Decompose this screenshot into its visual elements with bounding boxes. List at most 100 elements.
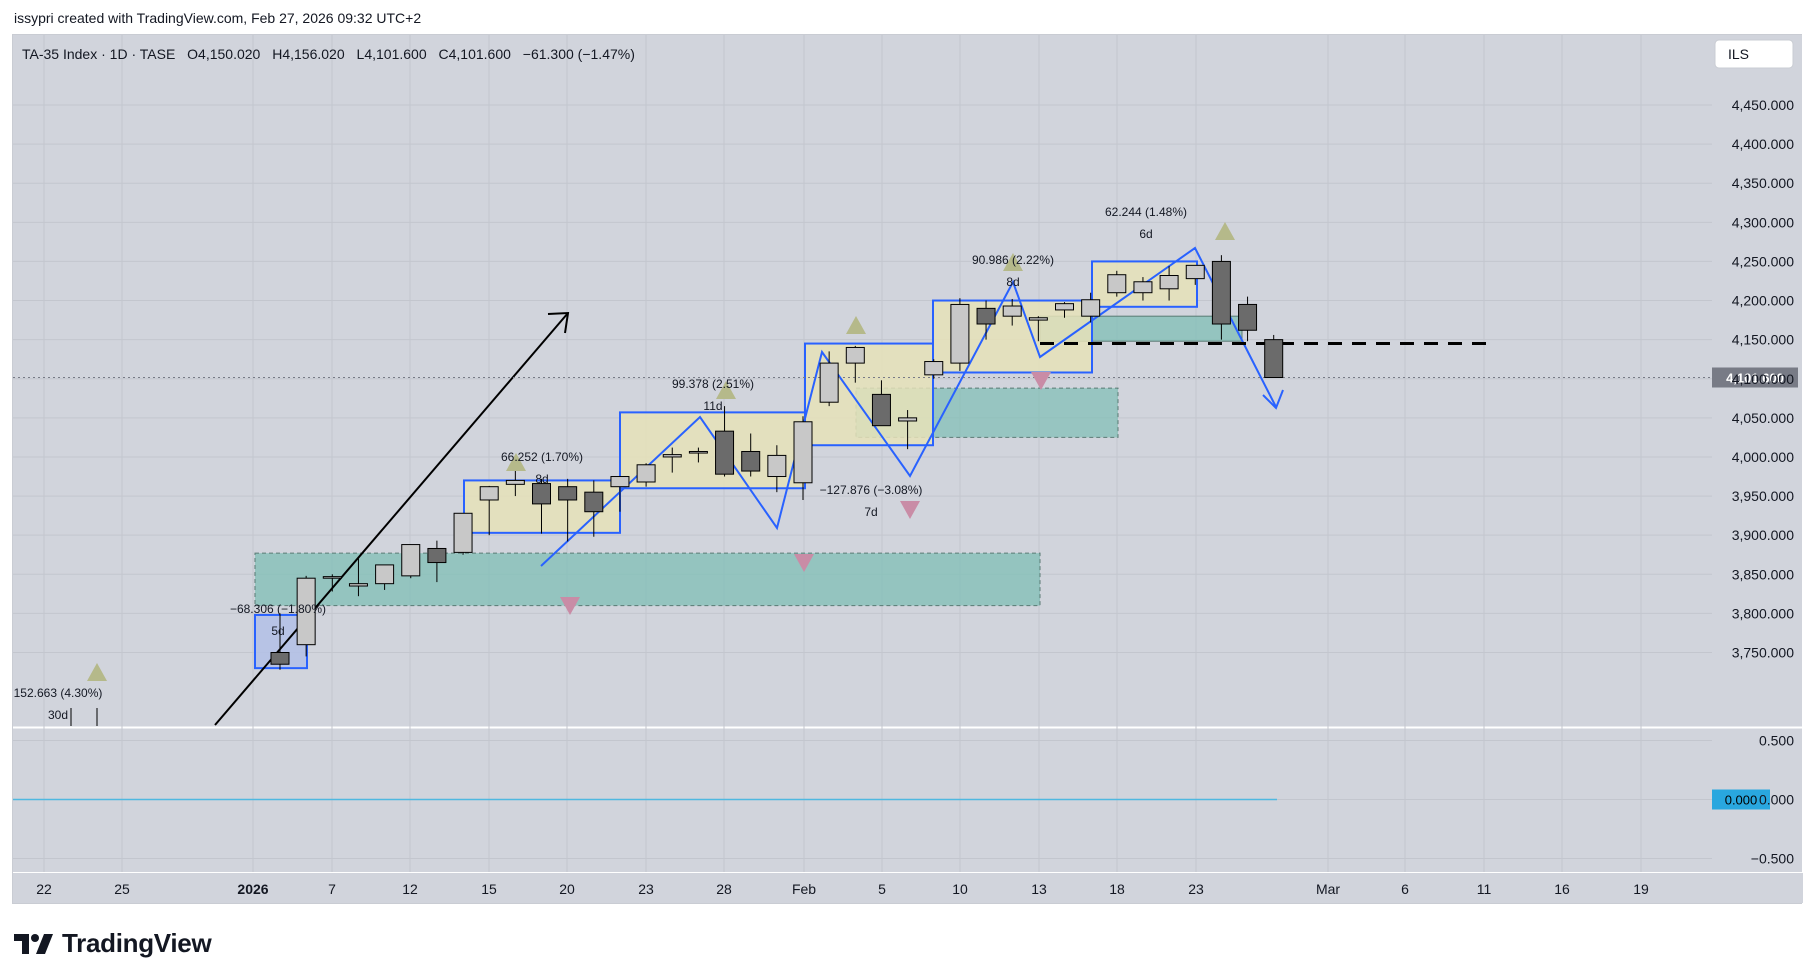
time-tick: 19	[1633, 881, 1649, 897]
time-tick: 15	[481, 881, 497, 897]
candle-body	[558, 486, 578, 501]
demand-zone	[254, 552, 1041, 607]
price-tick: 4,400.000	[1732, 136, 1794, 152]
candle-body	[741, 450, 761, 472]
candle	[1055, 302, 1074, 318]
candle-body	[688, 450, 708, 454]
osc-tick: −0.500	[1751, 851, 1794, 867]
measure-label: 66.252 (1.70%)	[501, 450, 583, 464]
time-tick: 11	[1477, 881, 1492, 897]
candle	[1107, 270, 1127, 297]
oscillator-badge	[1712, 789, 1770, 810]
measure-duration: 5d	[271, 624, 284, 638]
candle	[767, 445, 787, 493]
measure-duration: 7d	[864, 505, 877, 519]
candle-body	[636, 464, 656, 483]
tradingview-logo[interactable]: TradingView	[14, 928, 212, 959]
swing-high-marker	[716, 381, 736, 399]
candle	[1238, 296, 1258, 342]
price-tick: 4,050.000	[1732, 410, 1794, 426]
price-tick: 3,800.000	[1732, 605, 1794, 621]
swing-high-marker	[87, 663, 107, 681]
time-tick: 28	[716, 881, 732, 897]
price-tick: 3,850.000	[1732, 566, 1794, 582]
measure-label: 152.663 (4.30%)	[14, 686, 103, 700]
candle	[662, 447, 682, 473]
candle-body	[662, 454, 682, 458]
candle-body	[1185, 264, 1205, 280]
candle	[270, 613, 290, 670]
candle-body	[845, 346, 865, 364]
swing-high-marker	[1215, 222, 1235, 240]
candle	[453, 512, 473, 555]
candle	[1002, 298, 1022, 326]
candle-body	[427, 547, 447, 564]
swing-high-marker	[1003, 253, 1023, 271]
candle-body	[715, 430, 735, 475]
candle-body	[479, 486, 499, 501]
currency-button[interactable]: ILS	[1714, 39, 1794, 69]
candle-body	[1211, 260, 1231, 325]
candle-body	[793, 421, 813, 484]
swing-low-marker	[1031, 372, 1051, 390]
price-tick: 4,200.000	[1732, 293, 1794, 309]
candle	[898, 410, 918, 450]
currency-label: ILS	[1728, 46, 1749, 62]
candle-body	[1081, 299, 1101, 317]
candle-body	[767, 454, 787, 478]
candle	[427, 540, 447, 583]
candle	[1133, 277, 1153, 301]
price-tick: 4,250.000	[1732, 253, 1794, 269]
candle-body	[375, 564, 395, 585]
ohlc-legend: TA-35 Index · 1D · TASE O4,150.020 H4,15…	[22, 46, 635, 62]
brand-name: TradingView	[62, 928, 212, 958]
price-tick: 4,100.000	[1732, 371, 1794, 387]
candle	[924, 359, 944, 379]
candle	[715, 406, 735, 477]
candle	[1159, 266, 1179, 301]
candle	[296, 575, 316, 657]
time-tick: 23	[1188, 881, 1204, 897]
time-tick: 20	[559, 881, 575, 897]
measure-duration: 6d	[1139, 227, 1152, 241]
legend-high: H4,156.020	[272, 46, 345, 62]
candle-body	[1002, 305, 1022, 317]
legend-open: O4,150.020	[187, 46, 260, 62]
measure-duration: 8d	[1006, 275, 1019, 289]
candle-body	[453, 512, 473, 553]
price-tick: 4,000.000	[1732, 449, 1794, 465]
time-tick: 7	[328, 881, 336, 897]
measure-duration: 11d	[703, 399, 722, 413]
candle	[688, 447, 708, 463]
price-tick: 4,350.000	[1732, 175, 1794, 191]
legend-change: −61.300 (−1.47%)	[523, 46, 635, 62]
legend-low: L4,101.600	[357, 46, 427, 62]
tradingview-logo-icon	[14, 933, 53, 954]
candle-body	[898, 417, 918, 422]
candle-body	[871, 393, 891, 427]
candle	[1211, 255, 1231, 340]
candle	[375, 564, 395, 590]
candle	[741, 433, 761, 477]
time-tick: 22	[36, 881, 52, 897]
time-tick: 18	[1109, 881, 1125, 897]
price-tick: 3,950.000	[1732, 488, 1794, 504]
candle-body	[584, 491, 604, 513]
time-tick: 5	[878, 881, 886, 897]
candle-body	[950, 303, 970, 364]
candle-body	[1264, 339, 1284, 378]
candle	[505, 468, 525, 497]
candle	[558, 478, 578, 542]
candle-body	[924, 361, 944, 376]
candle-body	[1055, 303, 1074, 311]
time-tick: 2026	[237, 881, 268, 897]
osc-tick: 0.500	[1759, 733, 1794, 749]
trend-arrowhead	[547, 311, 570, 334]
time-tick: 10	[952, 881, 968, 897]
candle	[1264, 334, 1284, 378]
measure-label: 62.244 (1.48%)	[1105, 205, 1187, 219]
last-price-badge	[1712, 367, 1798, 388]
time-tick: 25	[114, 881, 130, 897]
swing-low-marker	[900, 501, 920, 519]
